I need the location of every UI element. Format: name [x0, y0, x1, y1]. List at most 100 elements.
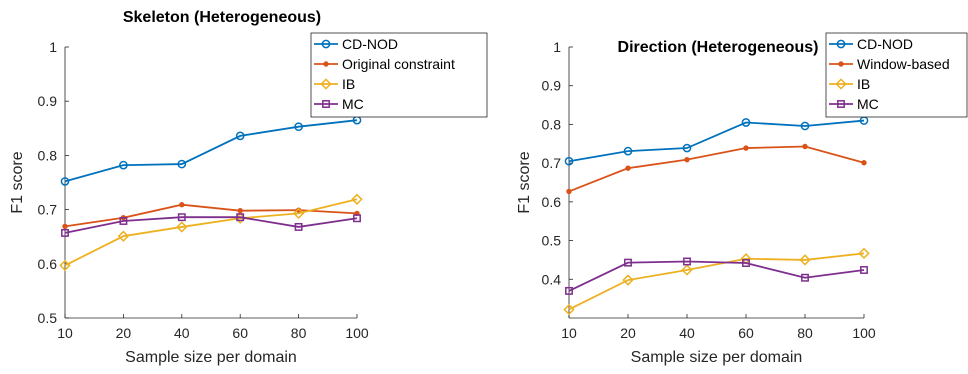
y-tick-label: 0.9	[542, 78, 562, 94]
series-line	[64, 216, 358, 234]
data-point	[861, 160, 867, 166]
x-axis-label: Sample size per domain	[631, 349, 803, 366]
data-point	[741, 118, 751, 127]
data-point	[119, 160, 128, 170]
series-window-based	[566, 143, 867, 195]
data-point	[353, 214, 361, 223]
series-mc	[61, 213, 361, 237]
data-point	[565, 286, 573, 295]
series-ib	[563, 247, 870, 316]
data-point	[563, 303, 575, 316]
data-point	[801, 273, 809, 282]
legend-entry: CD-NOD	[342, 36, 398, 52]
data-point	[800, 121, 810, 131]
y-tick-label: 0.6	[38, 256, 58, 272]
series-line	[64, 119, 358, 183]
data-point	[294, 222, 303, 231]
y-tick-label: 0.8	[542, 116, 562, 132]
legend-box	[310, 32, 488, 118]
data-point	[179, 202, 185, 208]
data-point	[802, 143, 808, 150]
chart-1: 10 20 40 60 80 100 0.5 0.6 0.7 0.8 0.9 1 Skeleton (H…	[9, 9, 488, 366]
legend-marker	[838, 61, 844, 67]
legend-marker	[837, 100, 845, 108]
y-tick-label: 0.9	[38, 93, 58, 109]
data-point	[237, 207, 243, 214]
data-point	[59, 259, 71, 272]
legend-entry: MC	[857, 96, 879, 112]
x-tick-label: 80	[797, 325, 813, 341]
data-point	[682, 143, 692, 153]
data-point	[799, 254, 811, 266]
legend: CD-NOD Window-based IB MC	[825, 32, 968, 118]
y-axis-label: F1 score	[9, 151, 26, 213]
y-tick-label: 0.7	[542, 155, 562, 171]
data-point	[858, 247, 870, 260]
x-tick-label: 20	[116, 325, 132, 341]
data-point	[683, 257, 691, 266]
data-point	[176, 221, 188, 233]
x-tick-label: 80	[291, 325, 307, 341]
y-tick-label: 0.6	[542, 194, 562, 210]
data-point	[60, 177, 70, 186]
data-point	[564, 156, 574, 166]
y-axis-label: F1 score	[516, 151, 533, 213]
data-point	[566, 188, 572, 195]
series-cd-nod	[60, 115, 362, 186]
data-point	[61, 228, 69, 237]
data-point	[119, 217, 128, 225]
x-tick-label: 40	[174, 325, 190, 341]
data-point	[177, 213, 186, 222]
x-tick-label: 20	[620, 325, 636, 341]
legend-marker	[835, 78, 847, 90]
data-point	[62, 223, 68, 230]
data-point	[294, 122, 303, 132]
x-tick-label: 10	[57, 325, 73, 341]
chart-2: 10 20 40 60 80 100 0.4 0.5 0.6 0.7 0.8 0.9 1 Directio…	[516, 32, 968, 366]
data-point	[684, 156, 690, 163]
legend-marker	[322, 100, 330, 108]
legend-marker	[321, 39, 331, 49]
data-point	[351, 193, 363, 205]
series-cd-nod	[564, 116, 869, 166]
series-line	[568, 252, 865, 311]
legend-box	[825, 32, 968, 118]
data-point	[623, 146, 633, 156]
legend-marker	[323, 61, 329, 67]
data-point	[236, 213, 245, 222]
legend-entry: Window-based	[857, 56, 950, 72]
data-point	[742, 259, 750, 267]
y-tick-label: 1	[49, 39, 57, 55]
series-line	[64, 198, 358, 267]
data-point	[743, 145, 749, 151]
data-point	[860, 266, 868, 274]
data-point	[117, 230, 130, 242]
chart-title: Direction (Heterogeneous)	[618, 39, 819, 56]
series-mc	[565, 257, 868, 295]
series-line	[568, 119, 865, 163]
data-point	[235, 131, 245, 141]
x-tick-label: 10	[561, 325, 577, 341]
y-tick-label: 0.8	[38, 147, 58, 163]
series-line	[568, 260, 865, 292]
x-tick-label: 40	[679, 325, 695, 341]
x-tick-label: 60	[738, 325, 754, 341]
y-tick-label: 0.7	[38, 202, 58, 218]
chart-title: Skeleton (Heterogeneous)	[123, 9, 321, 26]
y-tick-label: 0.5	[38, 310, 58, 326]
y-tick-label: 1	[553, 39, 561, 55]
y-tick-label: 0.4	[542, 271, 562, 287]
data-point	[622, 274, 634, 286]
legend-marker	[836, 39, 846, 49]
legend-entry: IB	[857, 76, 870, 92]
legend-entry: MC	[342, 96, 364, 112]
data-point	[177, 159, 187, 169]
data-point	[681, 264, 693, 276]
data-point	[625, 165, 631, 171]
legend-marker	[320, 78, 332, 90]
legend-entry: CD-NOD	[857, 36, 913, 52]
series-ib	[59, 193, 363, 272]
x-tick-label: 100	[852, 325, 876, 341]
legend: CD-NOD Original constraint IB MC	[310, 32, 488, 118]
